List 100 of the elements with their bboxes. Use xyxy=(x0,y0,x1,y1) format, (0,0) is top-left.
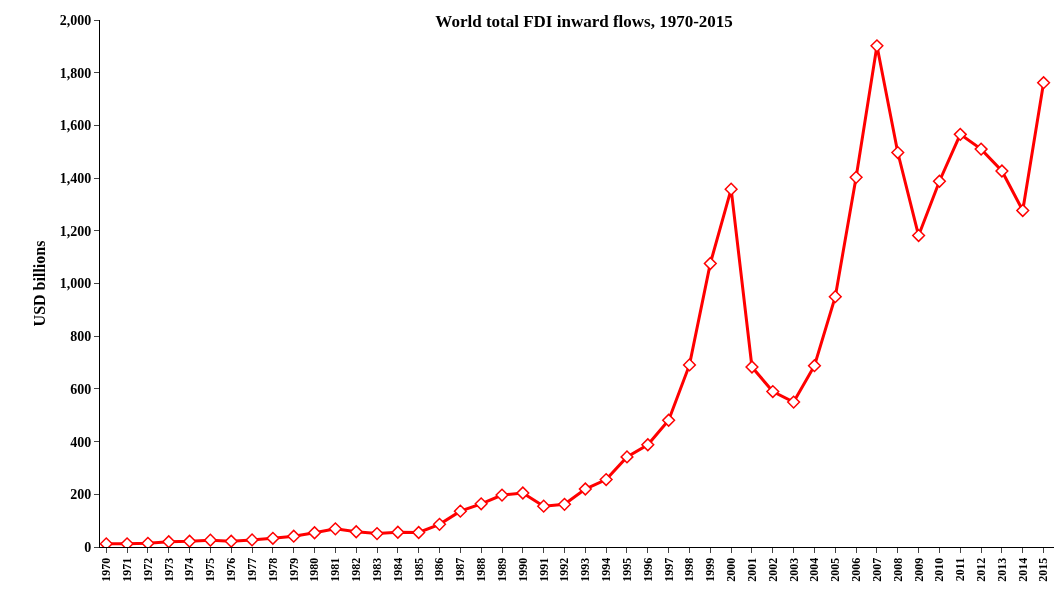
point xyxy=(245,533,259,547)
x-tick-label: 1980 xyxy=(307,557,322,582)
point xyxy=(932,174,947,188)
point xyxy=(557,497,572,511)
x-tick-label: 1996 xyxy=(640,557,655,582)
point xyxy=(1036,76,1051,90)
x-tick-label: 1988 xyxy=(474,557,489,582)
x-tick-label: 1984 xyxy=(390,557,405,582)
x-tick-label: 1998 xyxy=(682,557,697,582)
x-tick-label: 1987 xyxy=(453,557,468,582)
point xyxy=(370,526,384,541)
point xyxy=(974,142,988,156)
point xyxy=(432,517,447,531)
point xyxy=(870,39,884,53)
y-tick-label: 1,200 xyxy=(59,223,92,239)
y-tick-label: 1,400 xyxy=(59,171,92,186)
x-tick-label: 2005 xyxy=(828,557,843,582)
point xyxy=(766,384,780,399)
point xyxy=(516,486,530,500)
x-tick-label: 2003 xyxy=(786,557,801,582)
chart-title: World total FDI inward flows, 1970-2015 xyxy=(435,11,733,31)
y-tick-label: 600 xyxy=(70,381,92,397)
point xyxy=(266,531,280,545)
point xyxy=(599,472,613,487)
x-tick-label: 1986 xyxy=(432,557,447,582)
x-tick-label: 2006 xyxy=(849,557,864,582)
point xyxy=(537,499,551,513)
y-tick-label: 1,600 xyxy=(59,118,92,134)
point xyxy=(328,522,342,536)
point xyxy=(287,529,301,543)
x-tick-label: 1971 xyxy=(119,557,134,582)
x-tick-label: 1972 xyxy=(140,557,155,582)
point xyxy=(995,164,1009,178)
x-tick-label: 2013 xyxy=(994,557,1009,582)
point xyxy=(703,256,717,271)
point xyxy=(182,534,197,547)
point xyxy=(724,182,738,196)
point xyxy=(641,438,655,452)
point xyxy=(349,525,363,539)
point xyxy=(203,533,217,547)
x-tick-label: 1995 xyxy=(619,557,634,582)
x-tick-label: 2008 xyxy=(890,557,905,582)
x-tick-label: 1979 xyxy=(286,557,301,582)
point xyxy=(495,488,509,502)
x-tick-label: 1975 xyxy=(203,557,218,582)
x-tick-label: 1970 xyxy=(99,557,114,582)
x-tick-label: 2015 xyxy=(1036,557,1051,582)
y-tick-label: 0 xyxy=(84,539,92,555)
x-tick-label: 2007 xyxy=(869,557,884,582)
point xyxy=(828,290,842,304)
x-tick-label: 1989 xyxy=(494,557,509,582)
x-tick-label: 1978 xyxy=(265,557,280,582)
point xyxy=(891,145,905,160)
x-tick-label: 1997 xyxy=(661,557,676,582)
x-tick-label: 2000 xyxy=(724,557,739,582)
point xyxy=(474,497,488,511)
x-tick-label: 1994 xyxy=(599,557,614,582)
point xyxy=(662,413,676,427)
x-tick-label: 1992 xyxy=(557,557,572,582)
x-tick-label: 2010 xyxy=(932,557,947,582)
point xyxy=(100,537,113,547)
x-tick-label: 1977 xyxy=(244,557,259,582)
x-tick-label: 2001 xyxy=(744,557,759,582)
x-tick-label: 1974 xyxy=(182,557,197,582)
y-tick-label: 1,000 xyxy=(59,276,92,292)
y-tick-label: 1,800 xyxy=(59,65,92,81)
point xyxy=(912,228,926,243)
point xyxy=(162,535,176,547)
x-tick-label: 2002 xyxy=(765,557,780,582)
x-tick-label: 2009 xyxy=(911,557,926,582)
y-tick-label: 800 xyxy=(70,329,92,345)
x-tick-label: 2014 xyxy=(1015,557,1030,582)
point xyxy=(682,358,697,372)
point xyxy=(578,482,592,496)
y-axis-title: USD billions xyxy=(30,240,48,327)
x-tick-label: 1976 xyxy=(224,557,239,582)
point xyxy=(745,360,759,374)
y-tick-label: 200 xyxy=(70,487,92,503)
point xyxy=(1016,203,1030,218)
point xyxy=(120,537,134,547)
x-tick-label: 2012 xyxy=(974,557,988,582)
point xyxy=(787,395,801,409)
point xyxy=(391,525,405,539)
y-tick-label: 400 xyxy=(70,434,92,450)
x-tick-label: 1999 xyxy=(703,557,718,582)
point xyxy=(224,534,238,547)
y-tick-label: 2,000 xyxy=(59,12,92,28)
point xyxy=(620,450,634,464)
x-tick-label: 1991 xyxy=(536,557,551,582)
point xyxy=(453,504,467,518)
x-tick-label: 2011 xyxy=(953,557,968,582)
point xyxy=(953,127,967,141)
point xyxy=(412,525,426,540)
x-tick-label: 1983 xyxy=(369,557,384,582)
x-tick-label: 1990 xyxy=(515,557,530,582)
point xyxy=(807,359,822,373)
x-tick-label: 1985 xyxy=(411,557,426,582)
x-tick-label: 1981 xyxy=(328,557,343,582)
x-tick-label: 1993 xyxy=(578,557,593,582)
point xyxy=(307,526,322,540)
